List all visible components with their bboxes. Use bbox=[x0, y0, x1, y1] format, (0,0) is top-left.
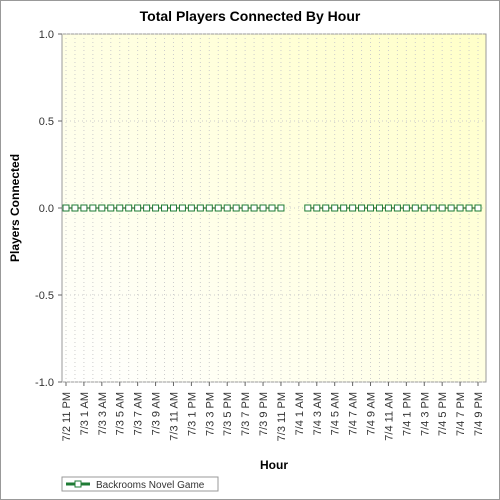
x-tick-label: 7/3 7 PM bbox=[240, 392, 252, 436]
point bbox=[447, 204, 455, 212]
x-tick-label: 7/4 5 PM bbox=[437, 392, 449, 436]
y-axis-label: Players Connected bbox=[8, 154, 22, 262]
point bbox=[214, 204, 222, 212]
point bbox=[125, 204, 133, 212]
point bbox=[107, 204, 115, 212]
x-tick-label: 7/3 5 PM bbox=[222, 392, 234, 436]
x-tick-label: 7/4 1 PM bbox=[401, 392, 413, 436]
point bbox=[465, 204, 473, 212]
point bbox=[71, 204, 79, 212]
point bbox=[98, 204, 106, 212]
point bbox=[429, 204, 437, 212]
y-tick-label: -0.5 bbox=[35, 290, 54, 302]
x-tick-label: 7/4 11 AM bbox=[383, 392, 395, 441]
y-tick-label: 1.0 bbox=[39, 29, 54, 41]
point bbox=[474, 204, 482, 212]
legend-marker bbox=[74, 480, 82, 488]
point bbox=[313, 204, 321, 212]
legend bbox=[61, 476, 219, 492]
point bbox=[250, 204, 258, 212]
point bbox=[402, 204, 410, 212]
x-tick-label: 7/3 1 AM bbox=[79, 392, 91, 435]
point bbox=[161, 204, 169, 212]
x-tick-label: 7/4 9 AM bbox=[366, 392, 378, 435]
point bbox=[80, 204, 88, 212]
x-tick-label: 7/3 1 PM bbox=[186, 392, 198, 436]
point bbox=[205, 204, 213, 212]
point bbox=[358, 204, 366, 212]
x-tick-label: 7/4 7 PM bbox=[455, 392, 467, 436]
point bbox=[411, 204, 419, 212]
x-tick-label: 7/4 3 AM bbox=[312, 392, 324, 435]
x-tick-label: 7/3 9 AM bbox=[151, 392, 163, 435]
x-tick-label: 7/3 11 AM bbox=[168, 392, 180, 441]
legend-label: Backrooms Novel Game bbox=[96, 480, 205, 491]
point bbox=[367, 204, 375, 212]
x-tick-label: 7/3 3 PM bbox=[204, 392, 216, 436]
y-tick-label: -1.0 bbox=[35, 377, 54, 389]
x-tick-label: 7/3 11 PM bbox=[276, 392, 288, 441]
chart-title: Total Players Connected By Hour bbox=[140, 8, 361, 24]
point bbox=[187, 204, 195, 212]
point bbox=[259, 204, 267, 212]
point bbox=[223, 204, 231, 212]
x-tick-label: 7/4 7 AM bbox=[348, 392, 360, 435]
x-tick-label: 7/4 5 AM bbox=[330, 392, 342, 435]
point bbox=[331, 204, 339, 212]
y-tick-label: 0.0 bbox=[39, 203, 54, 215]
point bbox=[89, 204, 97, 212]
point bbox=[375, 204, 383, 212]
x-tick-label: 7/4 1 AM bbox=[294, 392, 306, 435]
point bbox=[277, 204, 285, 212]
x-tick-label: 7/3 5 AM bbox=[115, 392, 127, 435]
point bbox=[178, 204, 186, 212]
y-tick-label: 0.5 bbox=[39, 116, 54, 128]
point bbox=[340, 204, 348, 212]
point bbox=[420, 204, 428, 212]
point bbox=[116, 204, 124, 212]
point bbox=[349, 204, 357, 212]
point bbox=[134, 204, 142, 212]
point bbox=[241, 204, 249, 212]
point bbox=[438, 204, 446, 212]
point bbox=[393, 204, 401, 212]
x-tick-label: 7/4 3 PM bbox=[419, 392, 431, 436]
point bbox=[169, 204, 177, 212]
x-tick-label: 7/3 7 AM bbox=[133, 392, 145, 435]
point bbox=[456, 204, 464, 212]
point bbox=[143, 204, 151, 212]
x-axis-label: Hour bbox=[260, 458, 288, 472]
point bbox=[268, 204, 276, 212]
x-tick-label: 7/3 3 AM bbox=[97, 392, 109, 435]
x-tick-label: 7/4 9 PM bbox=[473, 392, 485, 436]
point bbox=[196, 204, 204, 212]
point bbox=[62, 204, 70, 212]
point bbox=[152, 204, 160, 212]
point bbox=[384, 204, 392, 212]
point bbox=[232, 204, 240, 212]
point bbox=[322, 204, 330, 212]
point bbox=[304, 204, 312, 212]
x-tick-label: 7/3 9 PM bbox=[258, 392, 270, 436]
x-tick-label: 7/2 11 PM bbox=[61, 392, 73, 441]
